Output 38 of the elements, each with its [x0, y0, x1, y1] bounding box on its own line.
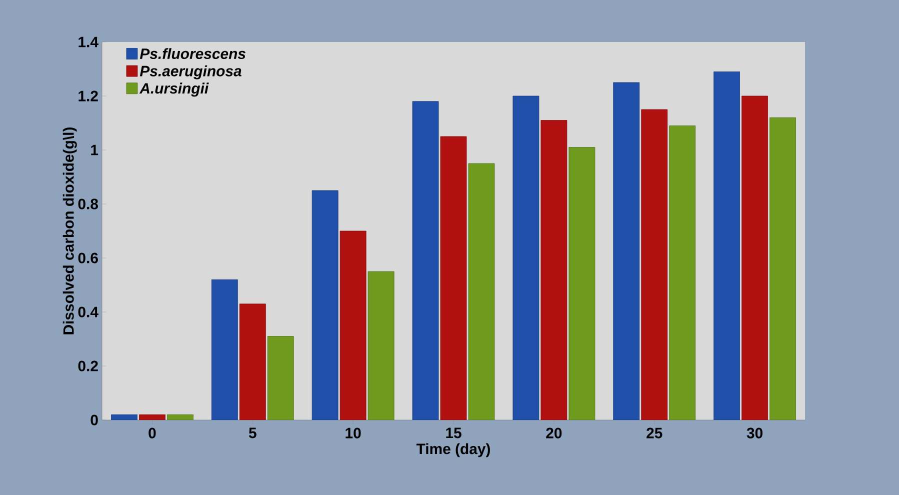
bar: [267, 336, 294, 420]
y-tick-label: 1.4: [78, 36, 98, 48]
bar: [312, 190, 338, 420]
bar: [412, 101, 439, 420]
x-tick-label: 10: [346, 428, 361, 438]
bar: [714, 71, 740, 420]
x-tick-label: 20: [546, 428, 562, 438]
x-tick-label: 15: [446, 428, 462, 438]
x-axis-title: Time (day): [416, 443, 490, 458]
x-tick-label: 25: [646, 428, 662, 438]
bar: [468, 163, 495, 420]
bar: [440, 136, 467, 420]
x-tick-label: 5: [248, 428, 256, 438]
x-tick-label: 30: [746, 428, 762, 438]
bar: [641, 109, 668, 420]
y-tick-label: 0.4: [78, 306, 98, 318]
bar: [512, 96, 540, 420]
y-tick-label: 0.6: [78, 252, 98, 264]
y-tick-label: 1.2: [78, 90, 98, 102]
y-tick-label: 1: [91, 144, 98, 156]
x-tick-label: 0: [148, 428, 156, 438]
y-axis-title: Dissolved carbon dioxide(g\l): [62, 128, 77, 334]
bar: [239, 304, 266, 420]
y-tick-label: 0.2: [78, 360, 98, 372]
legend-label: A.ursingii: [139, 82, 209, 97]
legend-label: Ps.aeruginosa: [140, 65, 242, 80]
bar: [669, 126, 696, 420]
bar: [368, 271, 394, 420]
legend-label: Ps.fluorescens: [140, 48, 246, 60]
bar: [613, 82, 640, 420]
bar: [340, 230, 366, 420]
y-tick-label: 0: [90, 414, 98, 426]
bar: [211, 279, 238, 420]
y-tick-label: 0.8: [78, 198, 98, 210]
bar: [568, 147, 596, 420]
bar: [540, 120, 568, 420]
bar: [742, 96, 768, 420]
bar: [770, 117, 796, 420]
